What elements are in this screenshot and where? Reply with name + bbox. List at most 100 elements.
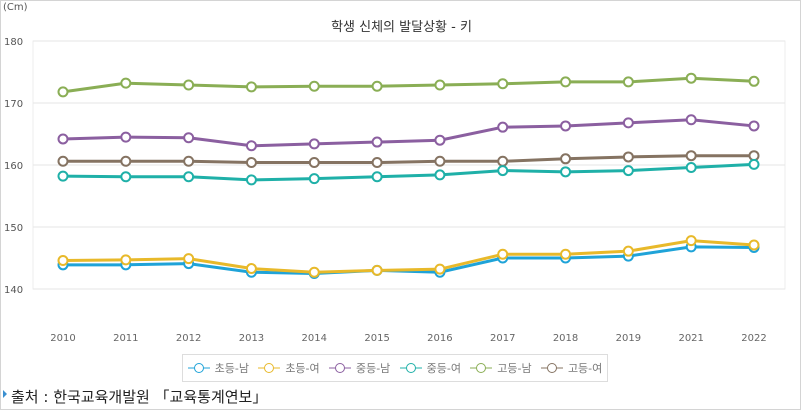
legend-marker-icon bbox=[399, 363, 422, 373]
legend-item[interactable]: 고등-남 bbox=[470, 360, 532, 376]
x-tick-label: 2014 bbox=[302, 333, 327, 344]
data-point bbox=[120, 254, 132, 266]
chart-title: 학생 신체의 발달상황 - 키 bbox=[331, 20, 472, 35]
legend-marker-icon bbox=[187, 363, 210, 373]
legend-marker-icon bbox=[470, 363, 493, 373]
data-point bbox=[622, 151, 634, 163]
data-point bbox=[685, 150, 697, 162]
data-point bbox=[560, 153, 572, 165]
x-tick-label: 2019 bbox=[616, 333, 641, 344]
legend-item[interactable]: 중등-남 bbox=[328, 360, 391, 376]
data-point bbox=[497, 165, 509, 177]
y-tick-label: 180 bbox=[4, 37, 23, 48]
data-point bbox=[183, 79, 195, 91]
data-point bbox=[120, 171, 132, 183]
data-point bbox=[183, 155, 195, 167]
x-tick-label: 2021 bbox=[678, 333, 703, 344]
x-tick-label: 2022 bbox=[741, 333, 766, 344]
data-point bbox=[685, 72, 697, 84]
data-point bbox=[434, 79, 446, 91]
legend-label: 초등-남 bbox=[214, 362, 249, 375]
legend: 초등-남 초등-여 중등-남 중등-여 고등-남 고등-여 bbox=[182, 354, 608, 382]
x-tick-label: 2013 bbox=[239, 333, 264, 344]
data-point bbox=[434, 134, 446, 146]
data-point bbox=[748, 158, 760, 170]
data-point bbox=[183, 171, 195, 183]
legend-marker-icon bbox=[258, 363, 281, 373]
x-tick-label: 2010 bbox=[50, 333, 75, 344]
data-point bbox=[622, 245, 634, 257]
legend-item[interactable]: 고등-여 bbox=[540, 360, 603, 376]
series-line-중등-남 bbox=[62, 118, 755, 148]
data-point bbox=[308, 80, 320, 92]
data-point bbox=[434, 155, 446, 167]
data-point bbox=[245, 263, 257, 275]
data-point bbox=[120, 77, 132, 89]
line-chart: 140 150 160 170 180 2010 2011 2012 2013 2014 2015 2… bbox=[4, 37, 786, 344]
data-point bbox=[497, 78, 509, 90]
data-point bbox=[560, 76, 572, 88]
x-tick-label: 2018 bbox=[553, 333, 578, 344]
legend-label: 초등-여 bbox=[285, 362, 320, 375]
data-point bbox=[622, 76, 634, 88]
data-point bbox=[748, 150, 760, 162]
series-line-초등-남 bbox=[63, 245, 755, 276]
legend-item[interactable]: 초등-남 bbox=[187, 360, 249, 376]
data-point bbox=[371, 171, 383, 183]
legend-label: 중등-남 bbox=[355, 362, 391, 375]
series-line-고등-남 bbox=[62, 76, 755, 94]
data-point bbox=[371, 157, 383, 169]
series-line-중등-여 bbox=[62, 162, 755, 182]
data-point bbox=[308, 157, 320, 169]
data-point bbox=[245, 157, 257, 169]
legend-item[interactable]: 중등-여 bbox=[399, 360, 461, 376]
data-point bbox=[308, 138, 320, 150]
data-point bbox=[308, 173, 320, 185]
y-tick-label: 150 bbox=[4, 223, 23, 234]
legend-label: 고등-남 bbox=[497, 362, 532, 375]
y-tick-label: 170 bbox=[4, 99, 23, 110]
x-tick-label: 2017 bbox=[490, 333, 515, 344]
data-point bbox=[748, 75, 760, 87]
data-point bbox=[748, 239, 760, 251]
x-tick-label: 2012 bbox=[176, 333, 201, 344]
data-point bbox=[57, 133, 69, 145]
data-point bbox=[622, 165, 634, 177]
data-point bbox=[120, 155, 132, 167]
x-tick-label: 2016 bbox=[427, 333, 452, 344]
data-point bbox=[120, 131, 132, 143]
data-point bbox=[560, 120, 572, 132]
legend-label: 고등-여 bbox=[567, 362, 603, 375]
data-point bbox=[57, 86, 69, 98]
source-text: 출처 : 한국교육개발원 「교육통계연보」 bbox=[11, 388, 268, 406]
y-tick-label: 140 bbox=[4, 285, 23, 296]
data-point bbox=[57, 155, 69, 167]
data-point bbox=[497, 121, 509, 133]
series-line-초등-여 bbox=[62, 239, 755, 274]
data-point bbox=[245, 140, 257, 152]
data-point bbox=[183, 132, 195, 144]
series-line-고등-여 bbox=[63, 154, 754, 165]
data-point bbox=[371, 264, 383, 276]
legend-item[interactable]: 초등-여 bbox=[258, 360, 320, 376]
data-point bbox=[245, 174, 257, 186]
data-point bbox=[57, 170, 69, 182]
legend-marker-icon bbox=[540, 363, 563, 373]
data-point bbox=[308, 266, 320, 278]
x-tick-label: 2011 bbox=[113, 333, 138, 344]
data-point bbox=[371, 136, 383, 148]
data-point bbox=[434, 263, 446, 275]
legend-label: 중등-여 bbox=[426, 362, 461, 375]
data-point bbox=[497, 248, 509, 260]
data-point bbox=[371, 80, 383, 92]
data-point bbox=[685, 161, 697, 173]
data-point bbox=[560, 248, 572, 260]
data-point bbox=[57, 254, 69, 266]
data-point bbox=[685, 114, 697, 126]
source-marker-icon bbox=[3, 390, 7, 398]
data-point bbox=[685, 235, 697, 247]
data-point bbox=[245, 81, 257, 93]
data-point bbox=[560, 166, 572, 178]
legend-marker-icon bbox=[328, 363, 351, 373]
